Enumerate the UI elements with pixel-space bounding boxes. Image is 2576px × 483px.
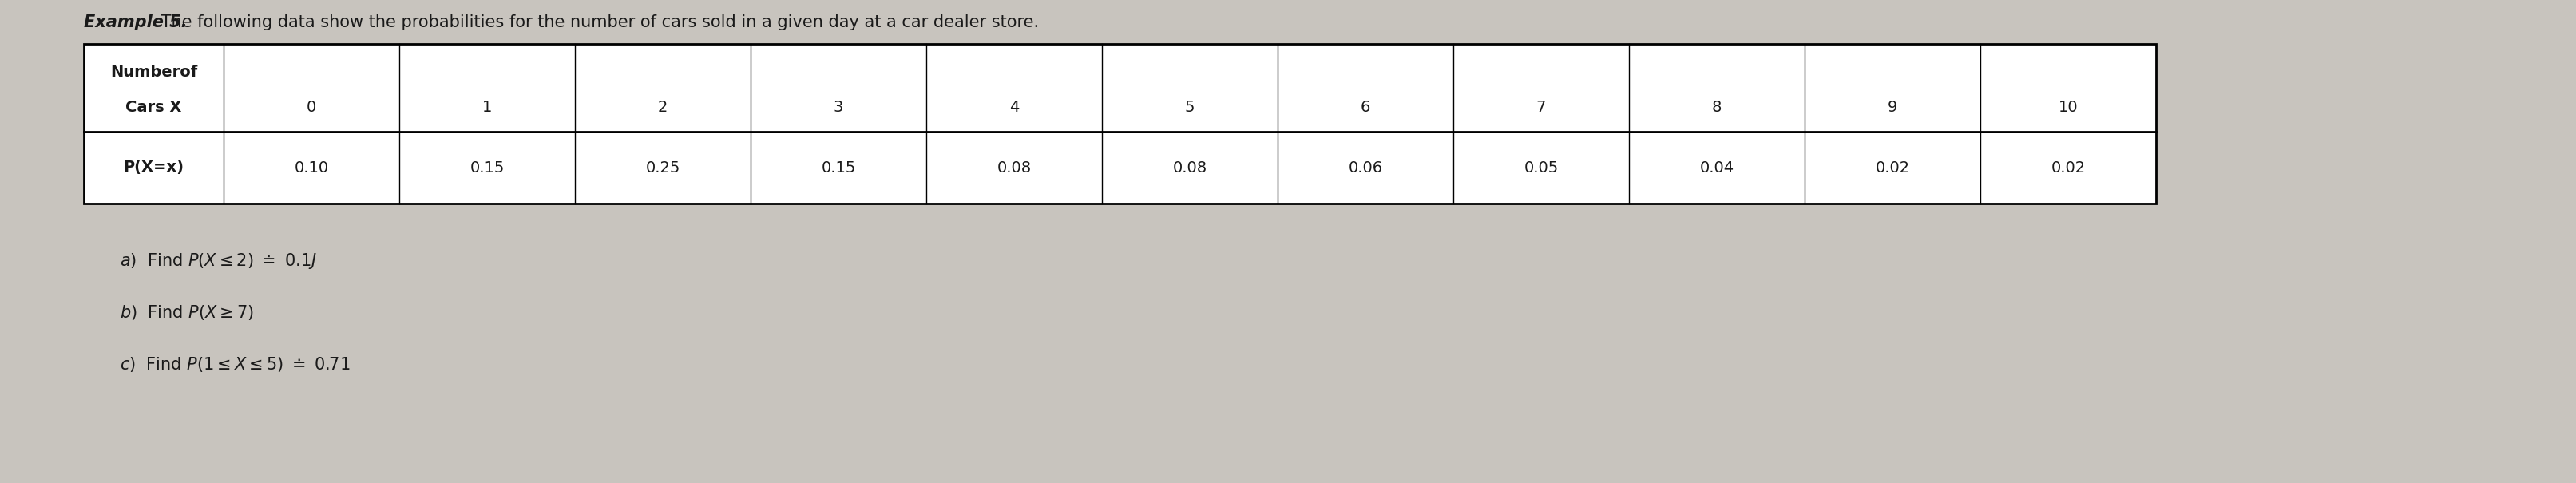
Text: $c)$  Find $P(1 \leq X \leq 5)$ $\doteq$ $0.71$: $c)$ Find $P(1 \leq X \leq 5)$ $\doteq$ … bbox=[118, 355, 350, 374]
Text: $a)$  Find $P(X \leq 2)$ $\doteq$ $0.1\mathit{J}$: $a)$ Find $P(X \leq 2)$ $\doteq$ $0.1\ma… bbox=[118, 252, 317, 270]
Text: Example 5.: Example 5. bbox=[85, 14, 188, 30]
Text: 0.15: 0.15 bbox=[469, 160, 505, 175]
Text: 6: 6 bbox=[1360, 99, 1370, 115]
Text: 1: 1 bbox=[482, 99, 492, 115]
Text: 0.08: 0.08 bbox=[997, 160, 1030, 175]
Text: 0.02: 0.02 bbox=[2050, 160, 2087, 175]
Text: 4: 4 bbox=[1010, 99, 1020, 115]
Text: 0.05: 0.05 bbox=[1525, 160, 1558, 175]
Text: Cars X: Cars X bbox=[126, 99, 183, 115]
Text: $b)$  Find $P(X \geq 7)$: $b)$ Find $P(X \geq 7)$ bbox=[118, 303, 255, 322]
Text: 0.04: 0.04 bbox=[1700, 160, 1734, 175]
Text: 0.06: 0.06 bbox=[1347, 160, 1383, 175]
Text: 0.25: 0.25 bbox=[647, 160, 680, 175]
Text: 2: 2 bbox=[657, 99, 667, 115]
Text: Numberof: Numberof bbox=[111, 64, 198, 80]
Text: 0: 0 bbox=[307, 99, 317, 115]
Text: 8: 8 bbox=[1713, 99, 1721, 115]
Text: 7: 7 bbox=[1535, 99, 1546, 115]
Text: 5: 5 bbox=[1185, 99, 1195, 115]
Text: 0.10: 0.10 bbox=[294, 160, 330, 175]
Text: 3: 3 bbox=[835, 99, 842, 115]
Text: P(X=x): P(X=x) bbox=[124, 160, 183, 175]
Text: 9: 9 bbox=[1888, 99, 1899, 115]
Text: 0.15: 0.15 bbox=[822, 160, 855, 175]
Text: 10: 10 bbox=[2058, 99, 2079, 115]
Text: 0.02: 0.02 bbox=[1875, 160, 1909, 175]
Text: The following data show the probabilities for the number of cars sold in a given: The following data show the probabilitie… bbox=[155, 14, 1038, 30]
Text: 0.08: 0.08 bbox=[1172, 160, 1208, 175]
